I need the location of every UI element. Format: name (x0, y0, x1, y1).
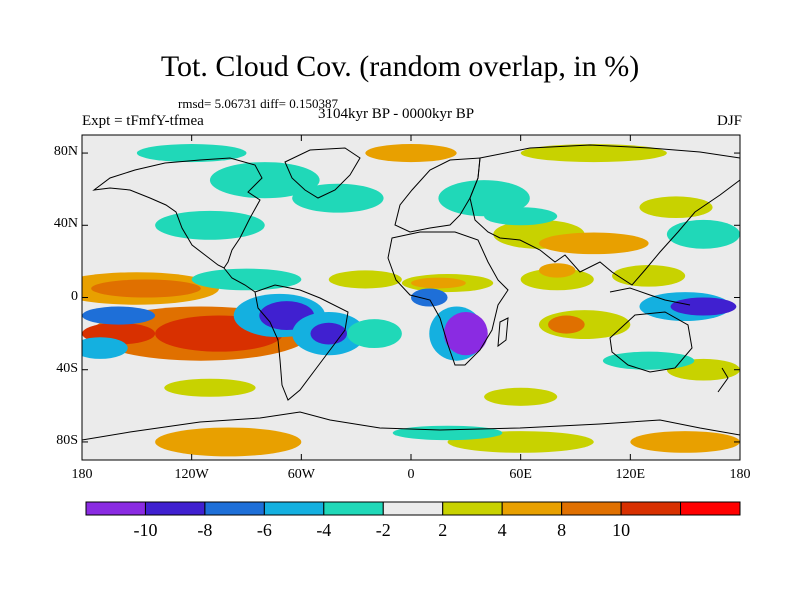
anomaly-region-10 (310, 322, 348, 345)
anomaly-region-42 (155, 427, 302, 457)
anomaly-region-23 (538, 232, 649, 255)
colorbar-swatch-10 (680, 501, 741, 516)
lon-label-2: 60W (287, 467, 315, 482)
africa-coast (387, 231, 509, 366)
anomaly-region-45 (392, 425, 503, 441)
central-america-coast (223, 267, 256, 293)
lon-label-6: 180 (729, 467, 751, 482)
axis-ticks (81, 135, 741, 460)
anomaly-regions (82, 144, 740, 457)
colorbar-swatch-7 (501, 501, 563, 516)
anomaly-region-6 (82, 337, 128, 359)
colorbar-label-5: 2 (438, 520, 448, 540)
colorbar-swatch-6 (442, 501, 503, 516)
lat-label-1: 40N (53, 216, 78, 232)
colorbar-swatch-3 (263, 501, 325, 516)
colorbar-swatch-2 (204, 501, 265, 516)
anomaly-region-26 (538, 263, 576, 278)
south-america-coast (254, 284, 349, 401)
anomaly-region-5 (82, 306, 156, 325)
anomaly-region-14 (209, 162, 320, 199)
anomaly-region-31 (666, 219, 740, 249)
colorbar-label-1: -8 (197, 520, 213, 540)
rmsd-diff-stats: rmsd= 5.06731 diff= 0.150387 (178, 96, 338, 111)
colorbar-swatch-5 (382, 501, 444, 516)
colorbar-swatch-4 (323, 501, 384, 516)
anomaly-region-44 (630, 431, 740, 453)
anomaly-region-39 (484, 387, 558, 406)
period-label: 3104kyr BP - 0000kyr BP (318, 106, 475, 122)
colorbar-label-3: -4 (316, 520, 332, 540)
madagascar-coast (497, 317, 509, 348)
anomaly-region-17 (411, 277, 466, 289)
colorbar-label-7: 8 (557, 520, 567, 540)
anomaly-region-25 (520, 268, 594, 291)
colorbar-swatch-9 (620, 501, 682, 516)
anomaly-region-35 (365, 144, 457, 163)
anomaly-region-12 (347, 319, 402, 349)
greenland-coast (284, 147, 361, 199)
experiment-label: Expt = tFmfY-tfmea (82, 113, 204, 129)
anomaly-region-15 (292, 183, 384, 213)
anomaly-region-21 (438, 180, 530, 217)
anomaly-region-37 (136, 144, 247, 163)
colorbar-label-4: -2 (375, 520, 391, 540)
lat-label-3: 40S (56, 360, 78, 376)
lon-label-1: 120W (174, 467, 209, 482)
anomaly-region-41 (602, 351, 695, 370)
anomaly-region-13 (155, 210, 265, 240)
season-label: DJF (716, 113, 742, 129)
coastlines (82, 144, 740, 441)
anomaly-region-20 (443, 311, 488, 356)
colorbar-label-8: 10 (612, 520, 631, 540)
lat-label-2: 0 (71, 288, 78, 304)
lon-label-5: 120E (615, 467, 646, 482)
anomaly-region-36 (520, 144, 667, 163)
new-zealand-coast (717, 367, 729, 393)
colorbar (85, 501, 741, 516)
australia-coast (609, 311, 693, 373)
indonesia-coast (609, 287, 691, 306)
lon-label-4: 60E (509, 467, 532, 482)
colorbar-label-6: 4 (497, 520, 507, 540)
colorbar-swatch-8 (561, 501, 622, 516)
antarctica-coast (82, 411, 740, 441)
anomaly-region-30 (670, 297, 737, 316)
anomaly-region-34 (328, 270, 402, 289)
colorbar-label-0: -10 (133, 520, 158, 540)
colorbar-swatch-1 (144, 501, 206, 516)
lon-label-3: 0 (407, 467, 415, 482)
anomaly-region-1 (91, 279, 201, 298)
colorbar-label-2: -6 (256, 520, 272, 540)
anomaly-region-33 (612, 265, 686, 287)
north-america-coast (92, 157, 263, 269)
anomaly-region-28 (548, 315, 585, 334)
asia-coast (469, 144, 740, 286)
colorbar-swatch-0 (85, 501, 146, 516)
anomaly-region-24 (484, 207, 558, 226)
anomaly-region-18 (411, 288, 448, 307)
lon-label-0: 180 (71, 467, 93, 482)
anomaly-region-38 (164, 378, 256, 397)
lat-label-0: 80N (53, 144, 78, 160)
map-title: Tot. Cloud Cov. (random overlap, in %) (160, 50, 640, 83)
lat-label-4: 80S (56, 432, 78, 448)
